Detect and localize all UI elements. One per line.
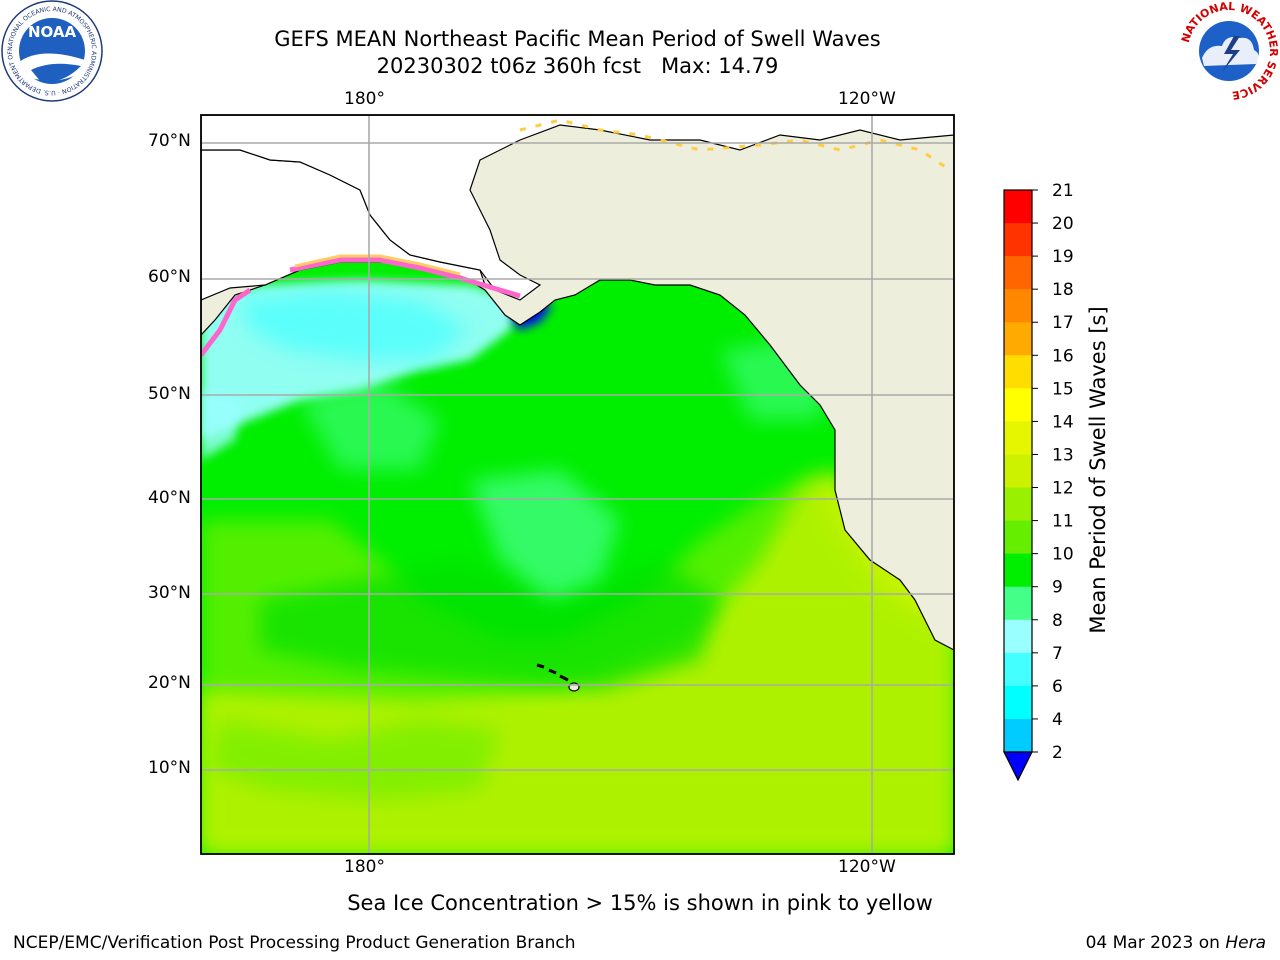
chart-title: GEFS MEAN Northeast Pacific Mean Period … [274,27,881,51]
lon-label-bottom-120w: 120°W [838,857,896,877]
footer-date-text: 04 Mar 2023 on [1085,933,1226,953]
footer-machine: Hera [1225,933,1266,953]
colorbar-segment-16-17 [1004,322,1032,356]
colorbar-label: Mean Period of Swell Waves [s] [1086,306,1110,634]
sea-ice-arctic [519,118,951,172]
swell-zone-10-central [470,470,620,600]
colorbar-segment-2-4 [1004,718,1032,753]
colorbar-tick-label: 13 [1052,445,1074,465]
colorbar-tick-label: 6 [1052,677,1063,697]
colorbar-tick-label: 15 [1052,379,1074,399]
sea-ice-bering [289,257,521,299]
colorbar-tick-label: 19 [1052,247,1074,267]
sea-ice-note: Sea Ice Concentration > 15% is shown in … [347,891,933,915]
lon-label-top-180: 180° [344,89,385,109]
colorbar-tick-label: 20 [1052,214,1074,234]
colorbar-segment-12-13 [1004,454,1032,489]
sea-ice-west [201,287,252,357]
colorbar-segment-11-12 [1004,487,1032,522]
colorbar-tick-label: 18 [1052,280,1074,300]
lat-label-50n: 50°N [148,384,191,404]
colorbar-segment-14-15 [1004,388,1032,422]
swell-zone-11-south [210,720,500,800]
arctic-no-data [201,115,954,301]
colorbar-segment-15-16 [1004,355,1032,389]
colorbar-tick-label: 8 [1052,611,1063,631]
lat-label-70n: 70°N [148,131,191,151]
colorbar-under-extend [1003,751,1033,782]
colorbar-segment-19-20 [1004,223,1032,257]
noaa-logo-text: NOAA [28,23,77,41]
colorbar-tick-label: 9 [1052,578,1063,598]
swell-zone-10-north [300,380,440,470]
swell-zone-7 [240,290,470,360]
noaa-logo: NATIONAL OCEANIC AND ATMOSPHERIC ADMINIS… [0,0,103,102]
footer-date: 04 Mar 2023 on Hera [1086,933,1266,953]
colorbar-tick-label: 4 [1052,710,1063,730]
colorbar-tick-label: 11 [1052,512,1074,532]
colorbar-tick-label: 7 [1052,644,1063,664]
colorbar-segment-7-8 [1004,619,1032,654]
lat-label-40n: 40°N [148,488,191,508]
colorbar-segment-20-21 [1004,190,1032,224]
colorbar: 21 20 19 18 17 16 15 14 13 12 11 10 9 8 7 6 4 2 [1003,181,1074,782]
colorbar-tick-label: 21 [1052,181,1074,201]
lon-label-bottom-180: 180° [344,857,385,877]
colorbar-segment-4-6 [1004,685,1032,720]
colorbar-tick-label: 17 [1052,313,1074,333]
colorbar-segment-18-19 [1004,256,1032,290]
colorbar-segment-10-11 [1004,520,1032,555]
colorbar-segment-6-7 [1004,652,1032,687]
lat-label-30n: 30°N [148,583,191,603]
colorbar-tick-label: 10 [1052,545,1074,565]
graticule [201,115,954,854]
colorbar-tick-label: 14 [1052,412,1074,432]
map-area [201,115,954,854]
hawaii-islands [536,663,569,682]
map-frame [200,114,955,855]
swell-zone-11 [260,560,720,690]
footer-branch: NCEP/EMC/Verification Post Processing Pr… [13,933,576,953]
swell-zone-8-west [201,390,240,460]
colorbar-segment-9-10 [1004,553,1032,588]
lat-label-60n: 60°N [148,267,191,287]
colorbar-tick-label: 16 [1052,346,1074,366]
colorbar-tick-label: 12 [1052,479,1074,499]
sea-ice-bering-edge [294,254,461,276]
lat-label-20n: 20°N [148,673,191,693]
chart-subtitle: 20230302 t06z 360h fcst Max: 14.79 [376,54,779,78]
colorbar-frame [1003,189,1033,753]
colorbar-segment-17-18 [1004,289,1032,323]
colorbar-segment-13-14 [1004,421,1032,455]
colorbar-tick-label: 2 [1052,743,1063,763]
colorbar-segment-8-9 [1004,586,1032,621]
nws-logo: NATIONAL WEATHER SERVICE [1178,0,1280,102]
lon-label-top-120w: 120°W [838,89,896,109]
lat-label-10n: 10°N [148,758,191,778]
